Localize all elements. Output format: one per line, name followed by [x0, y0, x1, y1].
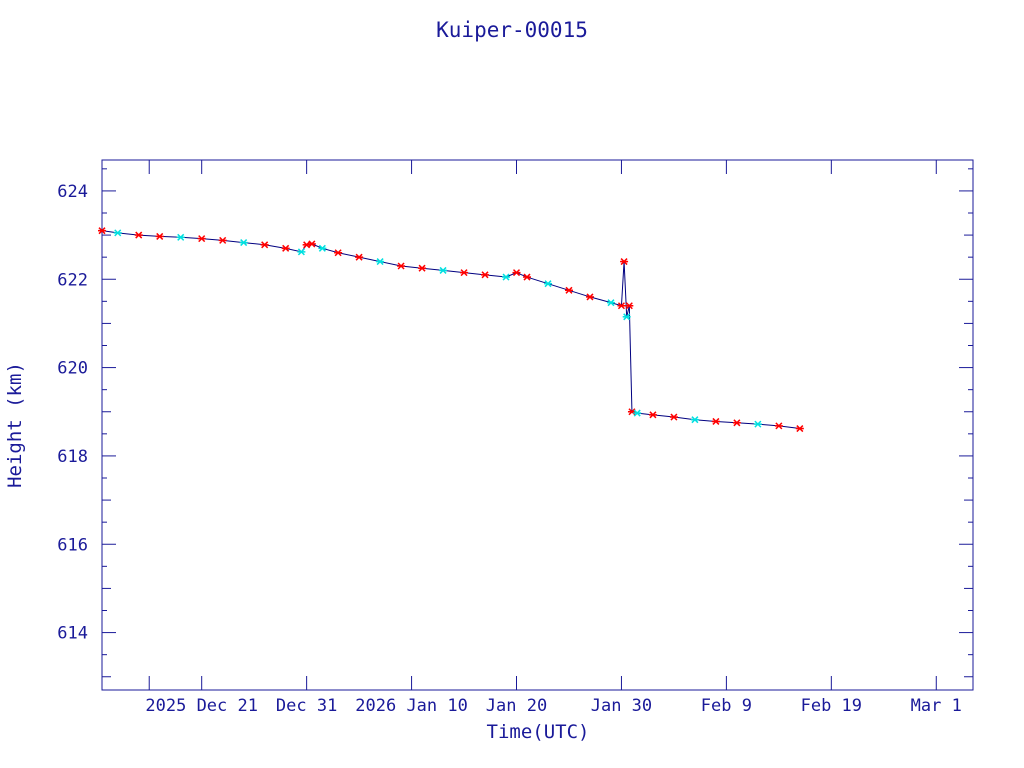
data-point	[648, 411, 657, 419]
data-point	[669, 413, 678, 421]
data-point	[176, 233, 185, 241]
data-point	[98, 227, 106, 235]
y-tick-label: 618	[57, 447, 88, 467]
data-point	[260, 241, 269, 249]
chart-title: Kuiper-00015	[436, 18, 588, 42]
data-point	[460, 269, 469, 277]
data-point	[512, 269, 521, 277]
data-point	[197, 235, 206, 243]
data-point	[376, 258, 385, 266]
data-point	[113, 229, 122, 237]
data-point	[502, 273, 511, 281]
plot-frame	[101, 159, 974, 691]
data-point	[633, 409, 642, 417]
y-axis-ticks: 614 616 618 620 622 624	[57, 168, 973, 678]
x-tick-label: Feb 9	[701, 696, 752, 716]
data-point	[620, 258, 629, 266]
data-point	[302, 241, 311, 249]
data-point	[418, 264, 427, 272]
data-point	[439, 266, 448, 274]
data-point	[753, 420, 762, 428]
data-point	[355, 253, 364, 261]
x-tick-label: Jan 30	[591, 696, 652, 716]
data-point	[239, 239, 248, 247]
x-tick-label: Jan 20	[486, 696, 547, 716]
x-tick-label: Dec 31	[276, 696, 337, 716]
y-tick-label: 622	[57, 270, 88, 290]
x-axis-ticks: 2025 Dec 21 Dec 31 2026 Jan 10 Jan 20 Jan 30…	[145, 160, 962, 716]
data-point	[523, 273, 532, 281]
x-tick-label: Feb 19	[801, 696, 862, 716]
data-point	[711, 417, 720, 425]
data-point	[281, 244, 290, 252]
data-point	[481, 271, 490, 279]
data-point	[564, 286, 573, 294]
y-axis-label: Height (km)	[4, 362, 26, 488]
y-tick-label: 620	[57, 359, 88, 379]
data-point	[134, 231, 143, 239]
data-point	[218, 236, 227, 244]
data-point	[690, 416, 699, 424]
x-tick-label: 2026 Jan 10	[355, 696, 468, 716]
data-point	[318, 244, 327, 252]
series-line	[101, 230, 800, 430]
y-tick-label: 624	[57, 182, 88, 202]
data-point	[622, 313, 631, 321]
y-tick-label: 614	[57, 624, 88, 644]
data-point	[625, 302, 634, 310]
data-point	[585, 293, 594, 301]
data-point	[307, 240, 316, 248]
y-tick-label: 616	[57, 535, 88, 555]
data-point	[795, 425, 804, 433]
x-tick-label: Mar 1	[911, 696, 962, 716]
data-point	[543, 280, 552, 288]
x-axis-label: Time(UTC)	[487, 721, 590, 743]
data-point	[732, 419, 741, 427]
data-point	[297, 248, 306, 256]
data-point	[774, 422, 783, 430]
data-point	[397, 262, 406, 270]
data-point	[334, 249, 343, 257]
series-layer	[98, 227, 804, 433]
data-point	[606, 299, 615, 307]
data-point	[617, 302, 626, 310]
data-point	[155, 232, 164, 240]
x-tick-label: 2025 Dec 21	[145, 696, 258, 716]
